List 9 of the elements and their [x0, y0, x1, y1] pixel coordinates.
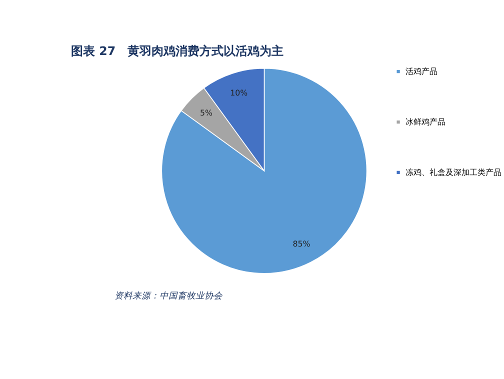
data-label: 85% [292, 239, 311, 248]
chart-title: 图表 27 黄羽肉鸡消费方式以活鸡为主 [70, 44, 284, 58]
text: 资料来源：中国畜牧业协会 [114, 290, 224, 302]
pie-slice [161, 68, 368, 274]
legend-label: 冰鲜鸡产品 [405, 117, 446, 126]
data-label: 10% [230, 88, 248, 98]
legend-label: 冻鸡、礼盒及深加工类产品 [405, 168, 502, 177]
data-label: 5% [200, 108, 213, 118]
legend-label: 活鸡产品 [405, 66, 438, 76]
